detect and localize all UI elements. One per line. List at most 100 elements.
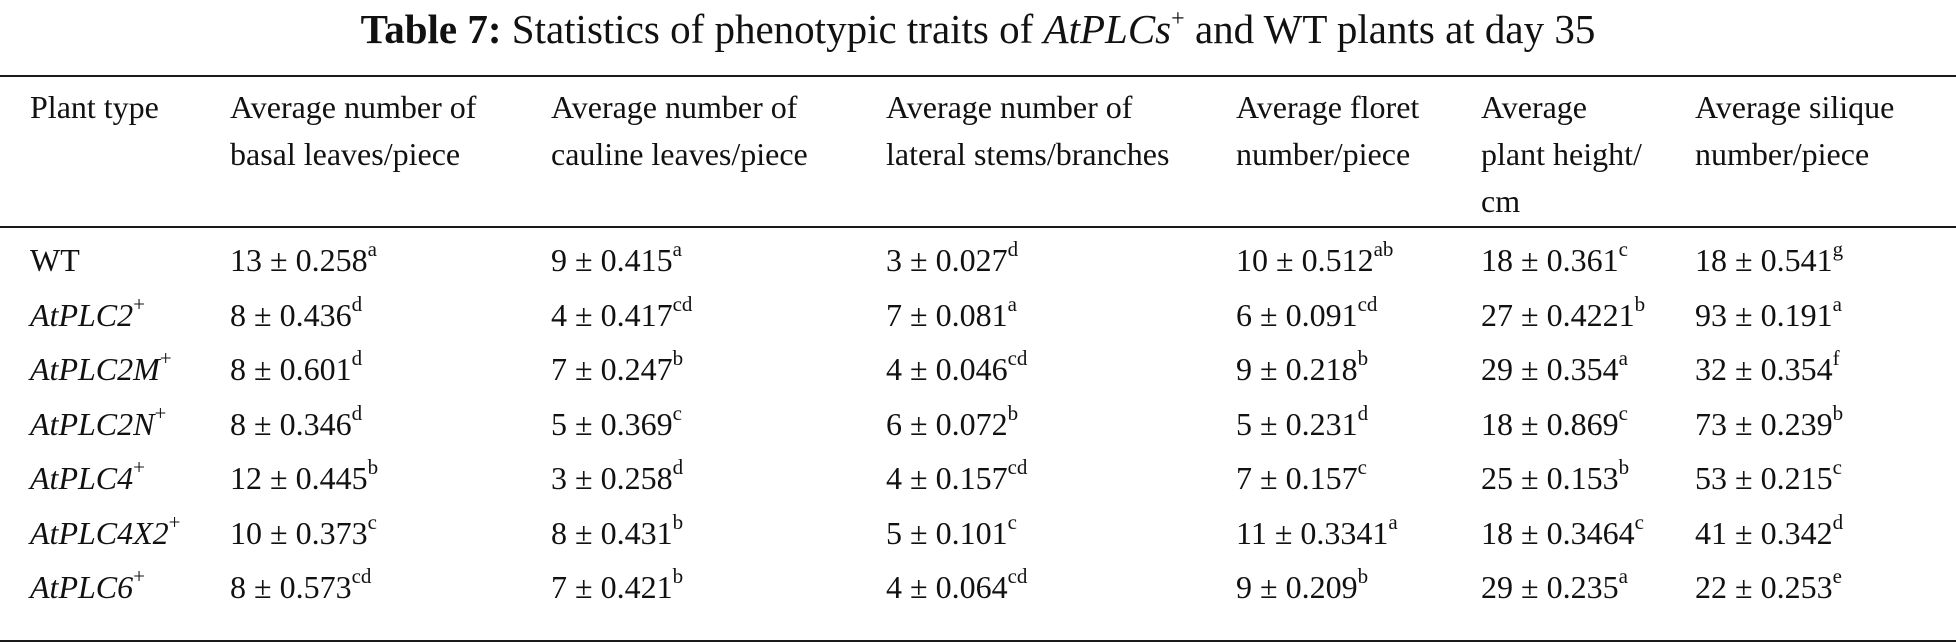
- cell-value: 7 ± 0.421: [551, 569, 673, 605]
- significance-letter: d: [1357, 400, 1369, 425]
- table-caption: Table 7: Statistics of phenotypic traits…: [0, 4, 1956, 54]
- cauline-leaves-cell: 7 ± 0.421b: [551, 560, 683, 614]
- plant-sup: +: [133, 564, 145, 589]
- cell-value: 53 ± 0.215: [1695, 460, 1833, 496]
- table-row: AtPLC2N+ 8 ± 0.346d 5 ± 0.369c 6 ± 0.072b 5 …: [0, 397, 1956, 451]
- significance-letter: cd: [1007, 564, 1028, 589]
- plant-height-cell: 29 ± 0.235a: [1481, 560, 1628, 614]
- plant-type-cell: WT: [30, 233, 80, 287]
- floret-number-cell: 11 ± 0.3341a: [1236, 506, 1398, 560]
- cell-value: 8 ± 0.346: [230, 405, 352, 442]
- cell-value: 7 ± 0.157: [1236, 460, 1358, 496]
- cauline-leaves-cell: 5 ± 0.369c: [551, 397, 682, 451]
- plant-type-cell: AtPLC4X2+: [30, 506, 181, 560]
- cell-value: 3 ± 0.258: [551, 460, 673, 496]
- cell-value: 13 ± 0.258: [230, 242, 368, 278]
- caption-sup: +: [1171, 6, 1185, 33]
- basal-leaves-cell: 8 ± 0.436d: [230, 288, 362, 342]
- cell-value: 18 ± 0.541: [1695, 242, 1833, 278]
- caption-suffix: and WT plants at day 35: [1194, 6, 1596, 52]
- cell-value: 29 ± 0.354: [1481, 351, 1619, 387]
- plant-height-cell: 18 ± 0.3464c: [1481, 506, 1644, 560]
- top-rule: [0, 75, 1956, 77]
- cell-value: 7 ± 0.081: [886, 296, 1008, 333]
- cell-value: 4 ± 0.417: [551, 296, 673, 333]
- floret-number-cell: 7 ± 0.157c: [1236, 451, 1367, 505]
- floret-number-cell: 5 ± 0.231d: [1236, 397, 1368, 451]
- cell-value: 5 ± 0.231: [1236, 405, 1358, 442]
- cell-value: 32 ± 0.354: [1695, 351, 1833, 387]
- cauline-leaves-cell: 9 ± 0.415a: [551, 233, 682, 287]
- plant-height-cell: 25 ± 0.153b: [1481, 451, 1629, 505]
- cell-value: 18 ± 0.3464: [1481, 514, 1635, 551]
- plant-name: AtPLC4: [30, 460, 134, 496]
- floret-number-cell: 6 ± 0.091cd: [1236, 288, 1377, 342]
- significance-letter: d: [351, 291, 363, 316]
- plant-sup: +: [133, 455, 145, 480]
- cell-value: 4 ± 0.157: [886, 460, 1008, 496]
- cell-value: 4 ± 0.064: [886, 569, 1008, 605]
- floret-number-cell: 9 ± 0.218b: [1236, 342, 1368, 396]
- significance-letter: a: [1832, 291, 1842, 316]
- silique-number-cell: 18 ± 0.541g: [1695, 233, 1843, 287]
- table-row: AtPLC2M+ 8 ± 0.601d 7 ± 0.247b 4 ± 0.046cd 9…: [0, 342, 1956, 396]
- cell-value: 73 ± 0.239: [1695, 405, 1833, 442]
- cell-value: 8 ± 0.601: [230, 351, 352, 387]
- cell-value: 3 ± 0.027: [886, 242, 1008, 278]
- table-row: WT 13 ± 0.258a 9 ± 0.415a 3 ± 0.027d 10 ± 0.…: [0, 233, 1956, 287]
- significance-letter: cd: [351, 564, 372, 589]
- cell-value: 7 ± 0.247: [551, 351, 673, 387]
- plant-height-cell: 18 ± 0.361c: [1481, 233, 1628, 287]
- plant-name: AtPLC6: [30, 569, 134, 605]
- significance-letter: b: [1832, 400, 1844, 425]
- cell-value: 18 ± 0.361: [1481, 242, 1619, 278]
- table-row: AtPLC6+ 8 ± 0.573cd 7 ± 0.421b 4 ± 0.064cd 9…: [0, 560, 1956, 614]
- basal-leaves-cell: 10 ± 0.373c: [230, 506, 377, 560]
- caption-text: Statistics of phenotypic traits of: [511, 6, 1034, 52]
- significance-letter: a: [672, 237, 682, 262]
- significance-letter: e: [1832, 564, 1842, 589]
- plant-height-cell: 27 ± 0.4221b: [1481, 288, 1645, 342]
- cell-value: 9 ± 0.218: [1236, 351, 1358, 387]
- lateral-stems-cell: 4 ± 0.064cd: [886, 560, 1027, 614]
- lateral-stems-cell: 4 ± 0.046cd: [886, 342, 1027, 396]
- lateral-stems-cell: 4 ± 0.157cd: [886, 451, 1027, 505]
- significance-letter: a: [1618, 564, 1628, 589]
- significance-letter: c: [367, 509, 377, 534]
- cell-value: 9 ± 0.415: [551, 242, 673, 278]
- header-floret-number: Average floret number/piece: [1236, 89, 1420, 172]
- significance-letter: c: [1832, 455, 1842, 480]
- plant-height-cell: 18 ± 0.869c: [1481, 397, 1628, 451]
- plant-type-cell: AtPLC2N+: [30, 397, 166, 451]
- cell-value: 8 ± 0.436: [230, 296, 352, 333]
- silique-number-cell: 32 ± 0.354f: [1695, 342, 1840, 396]
- cell-value: 6 ± 0.091: [1236, 296, 1358, 333]
- caption-gene-name: AtPLCs: [1043, 6, 1172, 52]
- significance-letter: d: [672, 455, 684, 480]
- cell-value: 12 ± 0.445: [230, 460, 368, 496]
- significance-letter: d: [1832, 509, 1844, 534]
- significance-letter: b: [1618, 455, 1630, 480]
- cauline-leaves-cell: 8 ± 0.431b: [551, 506, 683, 560]
- significance-letter: a: [1388, 509, 1398, 534]
- cell-value: 6 ± 0.072: [886, 405, 1008, 442]
- cell-value: 8 ± 0.431: [551, 514, 673, 551]
- significance-letter: b: [672, 346, 684, 371]
- cell-value: 11 ± 0.3341: [1236, 514, 1389, 551]
- table-row: AtPLC2+ 8 ± 0.436d 4 ± 0.417cd 7 ± 0.081a 6 …: [0, 288, 1956, 342]
- cauline-leaves-cell: 3 ± 0.258d: [551, 451, 683, 505]
- header-plant-type: Plant type: [30, 89, 159, 125]
- cell-value: 10 ± 0.373: [230, 514, 368, 551]
- cell-value: 22 ± 0.253: [1695, 569, 1833, 605]
- plant-sup: +: [159, 346, 172, 371]
- plant-sup: +: [154, 400, 167, 425]
- lateral-stems-cell: 6 ± 0.072b: [886, 397, 1018, 451]
- significance-letter: ab: [1373, 237, 1394, 262]
- cell-value: 41 ± 0.342: [1695, 514, 1833, 551]
- basal-leaves-cell: 8 ± 0.346d: [230, 397, 362, 451]
- cell-value: 29 ± 0.235: [1481, 569, 1619, 605]
- plant-type-cell: AtPLC6+: [30, 560, 145, 614]
- significance-letter: c: [1618, 237, 1628, 262]
- basal-leaves-cell: 8 ± 0.573cd: [230, 560, 371, 614]
- significance-letter: c: [1007, 509, 1017, 534]
